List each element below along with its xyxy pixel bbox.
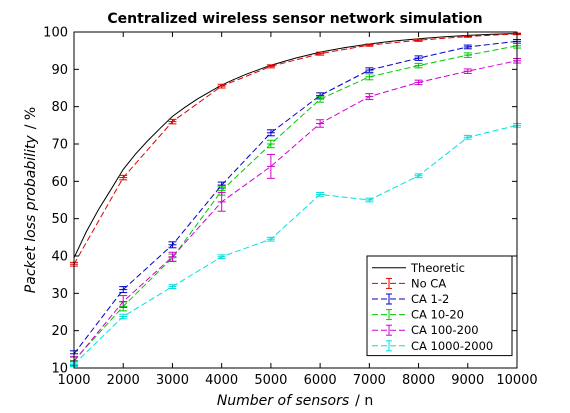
y-tick-label: 100 [43, 26, 68, 41]
data-point-no-ca [266, 64, 275, 69]
legend-item-ca-10-20: CA 10-20 [372, 308, 464, 322]
data-point-ca-100-200 [316, 119, 325, 128]
y-tick-label: 80 [51, 100, 68, 115]
data-point-ca-1-2 [414, 55, 423, 61]
data-point-ca-1000-2000 [168, 284, 177, 289]
axes-box [73, 31, 518, 369]
series-ca-100-200 [70, 58, 521, 367]
data-point-ca-100-200 [414, 79, 423, 86]
data-point-ca-1000-2000 [316, 192, 325, 197]
legend-item-ca-1000-2000: CA 1000-2000 [372, 339, 493, 353]
x-tick-label: 8000 [402, 373, 435, 388]
data-point-ca-1000-2000 [365, 197, 374, 203]
data-point-ca-10-20 [316, 95, 325, 103]
series-line-theoretic [73, 32, 518, 259]
data-point-ca-1-2 [119, 286, 128, 294]
x-tick-label: 10000 [496, 373, 537, 388]
y-tick-label: 70 [51, 138, 68, 153]
x-tick-label: 1000 [57, 373, 90, 388]
data-point-ca-10-20 [463, 52, 472, 58]
tick-labels: 1000 2000 3000 4000 5000 6000 7000 8000 9000 1000… [43, 26, 538, 389]
data-point-no-ca [217, 83, 226, 89]
x-tick-label: 9000 [451, 373, 484, 388]
data-point-ca-1-2 [168, 241, 177, 249]
data-point-ca-1000-2000 [266, 236, 275, 242]
data-point-ca-1-2 [266, 129, 275, 137]
data-point-no-ca [365, 43, 374, 47]
data-point-no-ca [119, 174, 128, 181]
data-point-ca-100-200 [119, 295, 128, 309]
data-point-ca-10-20 [266, 139, 275, 149]
data-point-ca-10-20 [365, 73, 374, 81]
y-tick-label: 90 [51, 63, 68, 78]
data-point-no-ca [414, 38, 423, 42]
y-tick-label: 10 [51, 362, 68, 377]
axes-layer [73, 31, 518, 369]
x-tick-label: 4000 [205, 373, 238, 388]
data-point-ca-1000-2000 [119, 313, 128, 320]
series-line-no-ca [73, 33, 518, 265]
y-tick-label: 30 [51, 287, 68, 302]
data-point-ca-1000-2000 [414, 173, 423, 179]
series-layer [70, 32, 521, 368]
legend-item-theoretic: Theoretic [372, 261, 465, 275]
data-point-no-ca [168, 118, 177, 125]
data-point-no-ca [316, 51, 325, 56]
x-tick-label: 2000 [107, 373, 140, 388]
data-point-ca-100-200 [365, 93, 374, 101]
data-point-ca-10-20 [414, 62, 423, 69]
data-point-ca-1-2 [365, 67, 374, 73]
legend-label: CA 100-200 [411, 323, 479, 337]
data-point-ca-1000-2000 [217, 254, 226, 260]
x-tick-label: 3000 [156, 373, 189, 388]
legend-box [366, 255, 513, 357]
legend-label: No CA [411, 276, 446, 290]
data-point-ca-100-200 [168, 251, 177, 262]
series-line-ca-1-2 [73, 40, 518, 355]
chart-title: Centralized wireless sensor network simu… [107, 11, 482, 27]
series-line-ca-10-20 [73, 45, 518, 361]
series-line-ca-100-200 [73, 60, 518, 362]
y-tick-label: 40 [51, 250, 68, 265]
y-tick-label: 50 [51, 212, 68, 227]
data-point-ca-1-2 [463, 44, 472, 50]
series-no-ca [70, 32, 521, 267]
data-point-ca-100-200 [266, 153, 275, 179]
y-axis-label: Packet loss probability/ % [23, 107, 39, 293]
x-tick-label: 7000 [353, 373, 386, 388]
y-tick-label: 20 [51, 324, 68, 339]
x-axis-label: Number of sensors / n [217, 393, 373, 409]
y-tick-label: 60 [51, 175, 68, 190]
data-point-ca-1000-2000 [463, 134, 472, 140]
legend-item-no-ca: No CA [372, 276, 446, 290]
x-tick-label: 5000 [254, 373, 287, 388]
legend-label: CA 10-20 [411, 308, 464, 322]
data-point-ca-100-200 [217, 192, 226, 212]
legend-item-ca-1-2: CA 1-2 [372, 292, 449, 306]
legend-label: CA 1000-2000 [411, 339, 493, 353]
legend-label: CA 1-2 [411, 292, 449, 306]
legend-item-ca-100-200: CA 100-200 [372, 323, 479, 337]
data-point-ca-100-200 [463, 68, 472, 74]
x-tick-label: 6000 [304, 373, 337, 388]
legend-label: Theoretic [410, 261, 465, 275]
